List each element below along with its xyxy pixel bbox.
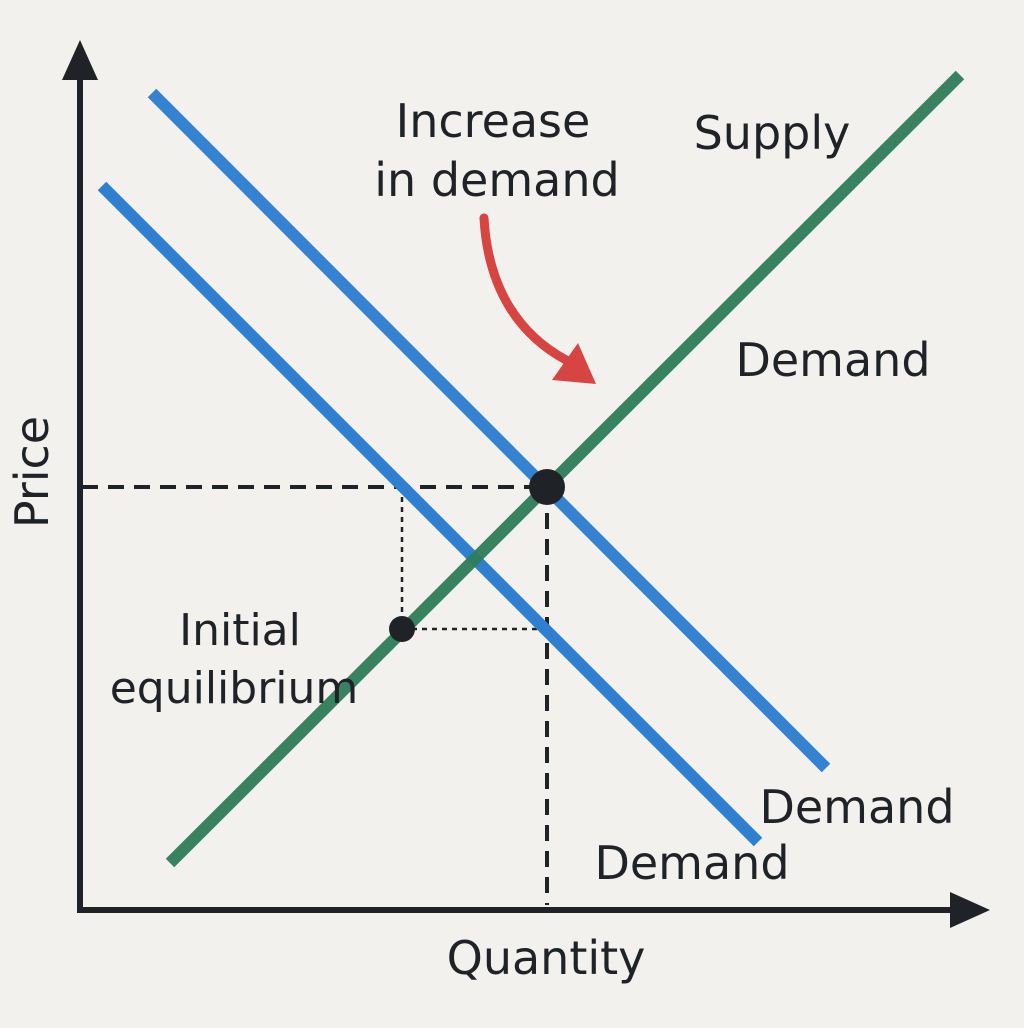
demand-top-label: Demand bbox=[735, 333, 930, 387]
increase-label-line1: Increase bbox=[396, 94, 591, 148]
increase-label-line2: in demand bbox=[374, 153, 619, 207]
y-axis-label: Price bbox=[5, 416, 59, 528]
demand-new-label: Demand bbox=[759, 780, 954, 834]
initial-label-line2: equilibrium bbox=[110, 663, 359, 714]
demand-new-curve bbox=[147, 88, 831, 773]
initial-equilibrium-point bbox=[389, 616, 415, 642]
new-equilibrium-point bbox=[529, 469, 565, 505]
supply-curve bbox=[165, 70, 965, 868]
supply-label: Supply bbox=[694, 106, 851, 160]
arrow-right-icon bbox=[950, 892, 990, 928]
demand-initial-curve bbox=[97, 181, 763, 847]
demand-initial-label: Demand bbox=[594, 836, 789, 890]
x-axis-label: Quantity bbox=[447, 931, 646, 985]
curved-arrow-icon bbox=[479, 213, 596, 384]
initial-label-line1: Initial bbox=[179, 605, 301, 656]
arrow-up-icon bbox=[62, 40, 98, 80]
